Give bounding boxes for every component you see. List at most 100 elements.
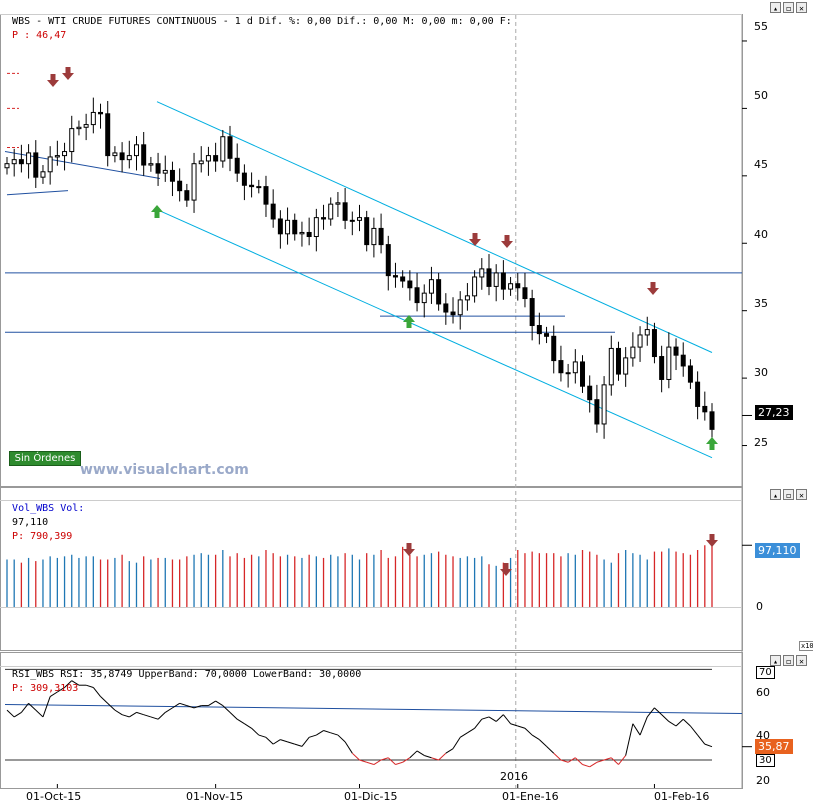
candle-body [112, 152, 118, 157]
channel-lower-line [156, 209, 713, 459]
candle-body [659, 356, 665, 380]
support-line [6, 190, 69, 196]
rsi-segment [100, 696, 109, 704]
candle-body [328, 203, 334, 220]
rsi-segment [28, 702, 37, 711]
price-panel-p-label: P : 46,47 [12, 30, 67, 41]
year-label: 2016 [500, 770, 528, 783]
arrow-head [62, 73, 74, 80]
candle-body [191, 163, 197, 201]
arrow-head [469, 239, 481, 246]
candle-body [205, 155, 211, 162]
candle-body [392, 275, 398, 278]
x-tick: 01-Dic-15 [344, 790, 398, 803]
candle-body [90, 111, 96, 126]
candle-body [587, 385, 593, 401]
maximize-button[interactable]: ◻ [783, 655, 794, 666]
candle-body [62, 151, 68, 157]
candle-body [522, 287, 528, 300]
rsi-segment [438, 752, 447, 761]
panel-frame [0, 487, 743, 651]
rsi-segment [244, 723, 252, 729]
rsi-segment [675, 718, 684, 727]
candle-body [594, 399, 600, 425]
candle-body [126, 155, 132, 161]
candle-body [33, 152, 39, 178]
rsi-segment [524, 727, 533, 736]
volume-window-buttons: ▴ ◻ ✕ [770, 489, 807, 501]
sell-arrow-icon [469, 233, 481, 246]
sell-arrow-icon [47, 74, 59, 87]
arrow-shaft [650, 282, 656, 288]
rsi-y-tick: 20 [756, 774, 770, 787]
candle-body [565, 372, 571, 375]
candle-body [220, 136, 226, 162]
last-volume-label: 97,110 [755, 543, 800, 558]
candle-body [371, 227, 377, 246]
arrow-head [151, 205, 163, 212]
rsi-segment [272, 739, 281, 745]
rsi-segment [13, 711, 22, 718]
maximize-button[interactable]: ◻ [783, 489, 794, 500]
rsi-segment [639, 716, 648, 736]
rsi-segment [179, 702, 187, 707]
x-tick: 01-Oct-15 [26, 790, 82, 803]
candle-body [709, 411, 715, 430]
candle-body [162, 169, 168, 174]
candle-body [4, 163, 10, 169]
candle-body [213, 155, 219, 162]
rsi-panel-header: RSI_WBS RSI: 35,8749 UpperBand: 70,0000 … [0, 654, 361, 694]
candle-body [169, 169, 175, 182]
candle-body [436, 279, 442, 305]
buy-arrow-icon [403, 315, 415, 328]
minimize-button[interactable]: ▴ [770, 489, 781, 500]
rsi-segment [208, 700, 216, 707]
x-tick: 01-Ene-16 [502, 790, 559, 803]
sell-arrow-icon [62, 67, 74, 80]
maximize-button[interactable]: ◻ [783, 2, 794, 13]
price-y-tick: 50 [754, 89, 768, 102]
rsi-segment [610, 757, 619, 765]
rsi-segment [582, 764, 590, 768]
rsi-y-tick: 70 [756, 666, 775, 679]
rsi-segment [308, 734, 317, 738]
rsi-panel-title: RSI_WBS RSI: 35,8749 UpperBand: 70,0000 … [12, 669, 362, 680]
close-button[interactable]: ✕ [796, 489, 807, 500]
rsi-y-tick: 60 [756, 686, 770, 699]
candle-body [558, 360, 564, 374]
rsi-segment [596, 759, 605, 763]
rsi-segment [646, 707, 655, 718]
minimize-button[interactable]: ▴ [770, 655, 781, 666]
arrow-head [47, 80, 59, 87]
candle-body [76, 126, 82, 130]
volume-panel-value: 97,110 [12, 517, 49, 528]
arrow-head [706, 540, 718, 547]
candle-body [364, 217, 370, 246]
sell-arrow-icon [500, 563, 512, 576]
rsi-segment [265, 736, 274, 745]
volume-y-tick: 0 [756, 600, 763, 613]
candle-body [98, 111, 104, 115]
candle-body [119, 152, 125, 161]
orders-badge[interactable]: Sin Órdenes [9, 451, 81, 466]
candle-body [680, 354, 686, 367]
candle-body [378, 227, 384, 246]
rsi-segment [531, 734, 540, 741]
minimize-button[interactable]: ▴ [770, 2, 781, 13]
candle-body [277, 218, 283, 235]
candle-body [292, 219, 298, 235]
rsi-segment [229, 712, 238, 720]
rsi-segment [704, 743, 713, 748]
candle-body [54, 155, 60, 158]
candle-body [457, 299, 463, 316]
volume-panel-p-label: P: 790,399 [12, 531, 73, 542]
close-button[interactable]: ✕ [796, 655, 807, 666]
close-button[interactable]: ✕ [796, 2, 807, 13]
rsi-segment [344, 741, 353, 754]
rsi-segment [510, 723, 518, 727]
candle-body [529, 298, 535, 327]
arrow-shaft [503, 563, 509, 569]
rsi-segment [193, 705, 202, 709]
arrow-head [501, 241, 513, 248]
